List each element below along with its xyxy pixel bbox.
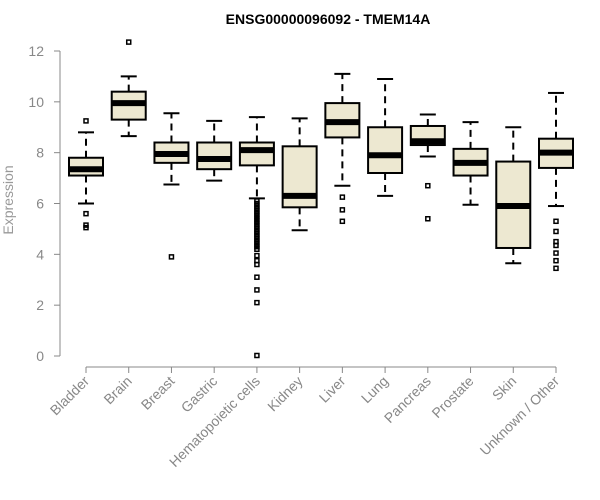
outlier-point: [339, 194, 346, 200]
x-tick-label-1: Brain: [100, 373, 134, 407]
box-11: [538, 91, 574, 272]
box-4: [238, 116, 275, 359]
box-8: [409, 113, 446, 222]
x-tick-label-3: Gastric: [178, 373, 221, 416]
y-tick-label-2: 4: [36, 246, 44, 262]
x-tick-label-5: Kidney: [264, 373, 306, 415]
x-tick-label-10: Skin: [489, 373, 520, 404]
outlier-point: [254, 252, 260, 259]
plot-area: [68, 39, 574, 359]
box-10: [495, 126, 532, 265]
y-tick-label-1: 2: [36, 297, 44, 313]
outlier-point: [254, 261, 260, 268]
x-tick-label-7: Lung: [358, 373, 391, 406]
outlier-point: [339, 207, 346, 213]
box-1: [110, 39, 147, 138]
outlier-point: [254, 287, 260, 293]
y-tick-label-3: 6: [36, 196, 44, 212]
box-3: [196, 119, 233, 182]
y-axis: 0 2 4 6 8 10 12: [28, 43, 61, 364]
outlier-point: [425, 216, 431, 222]
outlier-point: [553, 250, 559, 256]
x-tick-label-2: Breast: [138, 373, 178, 413]
outlier-point: [553, 242, 559, 249]
x-tick-label-11: Unknown / Other: [477, 373, 563, 459]
x-tick-label-9: Prostate: [428, 373, 476, 421]
outlier-point: [83, 210, 89, 217]
chart-title: ENSG00000096092 - TMEM14A: [226, 11, 431, 27]
outlier-point: [553, 218, 559, 225]
box-0: [68, 118, 104, 231]
outlier-point: [254, 246, 260, 252]
iqr-box: [196, 141, 233, 171]
outlier-point: [553, 257, 559, 264]
outlier-point: [254, 299, 260, 306]
outlier-point: [425, 182, 431, 189]
outlier-point: [553, 265, 559, 272]
box-2: [153, 112, 190, 260]
box-5: [281, 117, 318, 232]
y-tick-label-0: 0: [36, 348, 44, 364]
y-tick-label-5: 10: [28, 94, 44, 110]
outlier-point: [553, 228, 559, 235]
outlier-point: [254, 352, 260, 359]
box-6: [324, 72, 361, 225]
outlier-point: [83, 118, 89, 124]
box-7: [367, 77, 404, 197]
x-tick-label-0: Bladder: [47, 373, 93, 419]
y-tick-label-4: 8: [36, 145, 44, 161]
iqr-box: [238, 141, 275, 167]
y-axis-label: Expression: [0, 165, 16, 234]
box-9: [452, 121, 489, 206]
y-tick-label-6: 12: [28, 43, 44, 59]
outlier-point: [83, 224, 89, 231]
outlier-point: [339, 218, 346, 225]
outlier-point: [168, 254, 175, 260]
x-tick-label-6: Liver: [316, 373, 349, 406]
x-tick-label-8: Pancreas: [381, 373, 434, 426]
outlier-point: [125, 39, 132, 45]
iqr-box: [367, 126, 404, 174]
outlier-point: [254, 274, 260, 280]
